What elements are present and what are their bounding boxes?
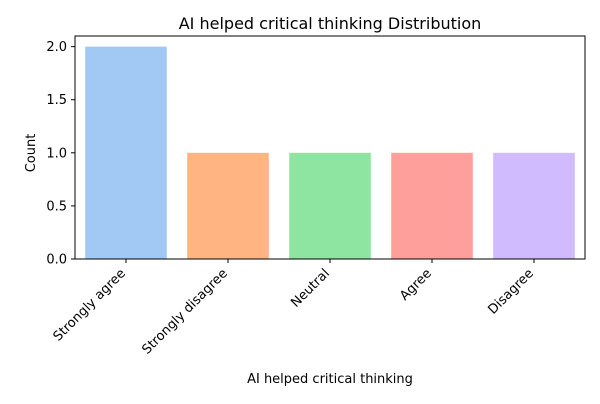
y-tick-label: 0.0: [46, 253, 67, 268]
y-tick-label: 0.5: [46, 199, 67, 214]
y-tick-label: 1.5: [46, 93, 67, 108]
bar-neutral: [289, 152, 371, 259]
x-tick-label: Agree: [397, 266, 435, 304]
y-axis-label: Count: [24, 134, 39, 173]
y-tick-label: 2.0: [46, 40, 67, 55]
x-tick-label: Strongly agree: [51, 266, 129, 344]
y-axis-ticks: 0.0 0.5 1.0 1.5 2.0: [46, 40, 75, 268]
plot-frame: [74, 35, 586, 260]
x-axis-ticks: Strongly agree Strongly disagree Neutral Ag…: [51, 259, 537, 358]
x-axis-label: AI helped critical thinking: [247, 372, 413, 387]
bar-strongly-agree: [85, 46, 167, 260]
x-tick-label: Neutral: [288, 266, 333, 311]
bar-disagree: [493, 152, 575, 259]
y-tick-label: 1.0: [46, 146, 67, 161]
bars-layer: [85, 46, 575, 260]
bar-strongly-disagree: [187, 152, 269, 259]
chart-title: AI helped critical thinking Distribution: [179, 14, 482, 33]
bar-agree: [391, 152, 473, 259]
x-tick-label: Disagree: [485, 266, 536, 317]
x-tick-label: Strongly disagree: [139, 266, 230, 357]
